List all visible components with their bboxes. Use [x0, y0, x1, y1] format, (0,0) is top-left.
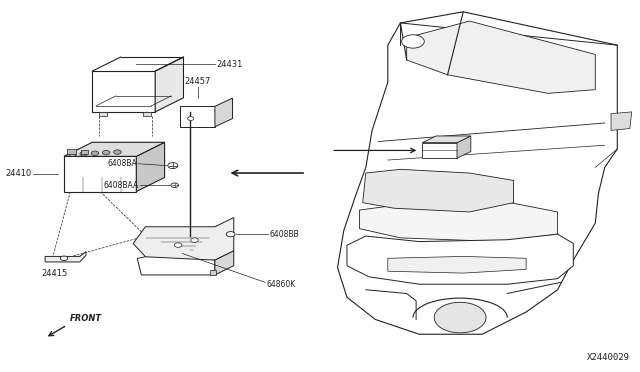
Bar	[143, 112, 151, 116]
Text: 24431: 24431	[216, 60, 243, 68]
Polygon shape	[180, 106, 215, 127]
Polygon shape	[215, 98, 232, 127]
Polygon shape	[155, 57, 184, 112]
Text: 24410: 24410	[5, 170, 31, 179]
Circle shape	[402, 35, 424, 48]
Circle shape	[68, 152, 76, 157]
Circle shape	[171, 183, 179, 187]
Bar	[99, 112, 107, 116]
Polygon shape	[422, 136, 471, 142]
Circle shape	[80, 152, 88, 156]
Polygon shape	[360, 201, 557, 241]
Polygon shape	[406, 21, 595, 93]
Bar	[210, 270, 216, 275]
Bar	[67, 149, 76, 154]
Polygon shape	[215, 251, 234, 275]
Circle shape	[168, 163, 178, 169]
Polygon shape	[363, 169, 513, 212]
Circle shape	[434, 302, 486, 333]
Polygon shape	[64, 142, 164, 156]
Text: FRONT: FRONT	[70, 314, 102, 323]
Polygon shape	[337, 12, 618, 334]
Polygon shape	[388, 256, 526, 273]
Polygon shape	[92, 71, 155, 112]
Text: X2440029: X2440029	[587, 353, 630, 362]
Polygon shape	[64, 156, 136, 192]
Text: 6408BAA: 6408BAA	[104, 181, 139, 190]
Polygon shape	[45, 251, 86, 262]
Circle shape	[191, 238, 198, 242]
Polygon shape	[347, 234, 573, 284]
Text: 24457: 24457	[184, 77, 211, 86]
Text: 24415: 24415	[42, 269, 68, 278]
Circle shape	[60, 256, 68, 260]
Circle shape	[91, 151, 99, 155]
Circle shape	[226, 232, 235, 237]
Text: 6408BB: 6408BB	[269, 230, 300, 239]
Circle shape	[102, 150, 110, 155]
Polygon shape	[457, 136, 471, 158]
Bar	[81, 150, 88, 154]
Polygon shape	[422, 142, 457, 158]
Circle shape	[114, 150, 121, 154]
Polygon shape	[133, 218, 234, 263]
Circle shape	[174, 243, 182, 247]
Text: 64860K: 64860K	[266, 280, 296, 289]
Polygon shape	[611, 112, 632, 131]
Text: 6408BA: 6408BA	[108, 159, 137, 168]
Circle shape	[188, 117, 194, 121]
Polygon shape	[137, 257, 215, 275]
Polygon shape	[136, 142, 164, 192]
